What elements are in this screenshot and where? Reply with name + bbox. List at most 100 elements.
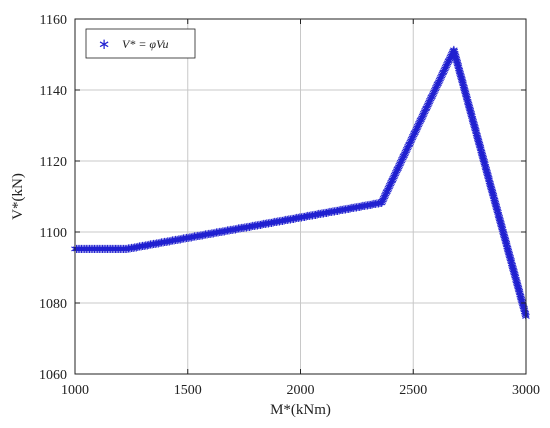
data-point: ∗ — [391, 164, 402, 179]
data-point: ∗ — [263, 216, 274, 231]
data-point: ∗ — [463, 99, 474, 114]
data-point: ∗ — [504, 248, 515, 263]
data-point: ∗ — [433, 76, 444, 91]
data-point: ∗ — [440, 62, 451, 77]
data-point: ∗ — [483, 170, 494, 185]
data-point: ∗ — [181, 231, 192, 246]
data-point: ∗ — [420, 102, 431, 117]
data-point: ∗ — [213, 225, 224, 240]
data-point: ∗ — [112, 242, 123, 257]
data-point: ∗ — [397, 153, 408, 168]
data-point: ∗ — [495, 213, 506, 228]
data-point: ∗ — [134, 240, 145, 255]
data-point: ∗ — [508, 261, 519, 276]
data-point: ∗ — [442, 58, 453, 73]
data-point: ∗ — [176, 232, 187, 247]
data-point: ∗ — [446, 47, 457, 62]
data-point: ∗ — [461, 90, 472, 105]
data-point: ∗ — [136, 239, 147, 254]
data-point: ∗ — [414, 115, 425, 130]
data-point: ∗ — [268, 215, 279, 230]
data-point: ∗ — [482, 165, 493, 180]
data-point: ∗ — [198, 228, 209, 243]
data-point: ∗ — [412, 121, 423, 136]
data-point: ∗ — [142, 238, 153, 253]
data-point: ∗ — [368, 197, 379, 212]
data-point: ∗ — [222, 224, 233, 239]
data-point: ∗ — [457, 76, 468, 91]
data-point: ∗ — [487, 184, 498, 199]
data-point: ∗ — [463, 97, 474, 112]
data-point: ∗ — [388, 170, 399, 185]
data-point: ∗ — [488, 189, 499, 204]
data-point: ∗ — [236, 221, 247, 236]
data-point: ∗ — [370, 197, 381, 212]
data-point: ∗ — [401, 144, 412, 159]
data-point: ∗ — [219, 224, 230, 239]
data-point: ∗ — [427, 89, 438, 104]
data-point: ∗ — [211, 226, 222, 241]
x-tick-label-3000: 3000 — [512, 383, 540, 398]
data-point: ∗ — [302, 209, 313, 224]
data-point: ∗ — [500, 235, 511, 250]
data-point: ∗ — [413, 118, 424, 133]
data-point: ∗ — [332, 204, 343, 219]
data-point: ∗ — [486, 181, 497, 196]
data-point: ∗ — [448, 43, 459, 58]
data-point: ∗ — [501, 237, 512, 252]
data-point: ∗ — [139, 239, 150, 254]
data-point: ∗ — [437, 66, 448, 81]
data-point: ∗ — [161, 235, 172, 250]
data-point: ∗ — [426, 91, 437, 106]
data-point: ∗ — [159, 235, 170, 250]
data-point: ∗ — [475, 141, 486, 156]
data-point: ∗ — [148, 237, 159, 252]
data-point: ∗ — [402, 141, 413, 156]
data-point: ∗ — [310, 208, 321, 223]
data-point: ∗ — [154, 236, 165, 251]
data-point: ∗ — [372, 197, 383, 212]
data-point: ∗ — [71, 242, 82, 257]
data-point: ∗ — [415, 114, 426, 129]
data-point: ∗ — [92, 242, 103, 257]
data-point: ∗ — [400, 145, 411, 160]
data-point: ∗ — [516, 294, 527, 309]
data-point: ∗ — [79, 242, 90, 257]
legend-label: V* = φVu — [122, 37, 169, 51]
y-tick-label-1060: 1060 — [39, 368, 67, 383]
data-point: ∗ — [334, 204, 345, 219]
data-point: ∗ — [118, 242, 129, 257]
data-point: ∗ — [492, 206, 503, 221]
data-point: ∗ — [505, 252, 516, 267]
data-point: ∗ — [479, 155, 490, 170]
data-point: ∗ — [501, 238, 512, 253]
data-point: ∗ — [435, 71, 446, 86]
data-point: ∗ — [345, 202, 356, 217]
data-point: ∗ — [293, 211, 304, 226]
data-point: ∗ — [375, 196, 386, 211]
data-point: ∗ — [444, 53, 455, 68]
data-point: ∗ — [500, 232, 511, 247]
data-point: ∗ — [378, 192, 389, 207]
data-point: ∗ — [378, 193, 389, 208]
data-point: ∗ — [445, 50, 456, 65]
data-point: ∗ — [105, 242, 116, 257]
data-point: ∗ — [178, 232, 189, 247]
data-point: ∗ — [509, 268, 520, 283]
data-point: ∗ — [469, 121, 480, 136]
data-point: ∗ — [250, 219, 261, 234]
data-point: ∗ — [487, 187, 498, 202]
data-point: ∗ — [479, 158, 490, 173]
data-point: ∗ — [153, 236, 164, 251]
data-point: ∗ — [410, 125, 421, 140]
data-point: ∗ — [499, 229, 510, 244]
data-point: ∗ — [304, 209, 315, 224]
data-point: ∗ — [244, 220, 255, 235]
data-point: ∗ — [437, 68, 448, 83]
data-point: ∗ — [499, 230, 510, 245]
data-point: ∗ — [463, 96, 474, 111]
data-point: ∗ — [158, 235, 169, 250]
data-point: ∗ — [373, 196, 384, 211]
data-point: ∗ — [442, 56, 453, 71]
data-point: ∗ — [271, 215, 282, 230]
